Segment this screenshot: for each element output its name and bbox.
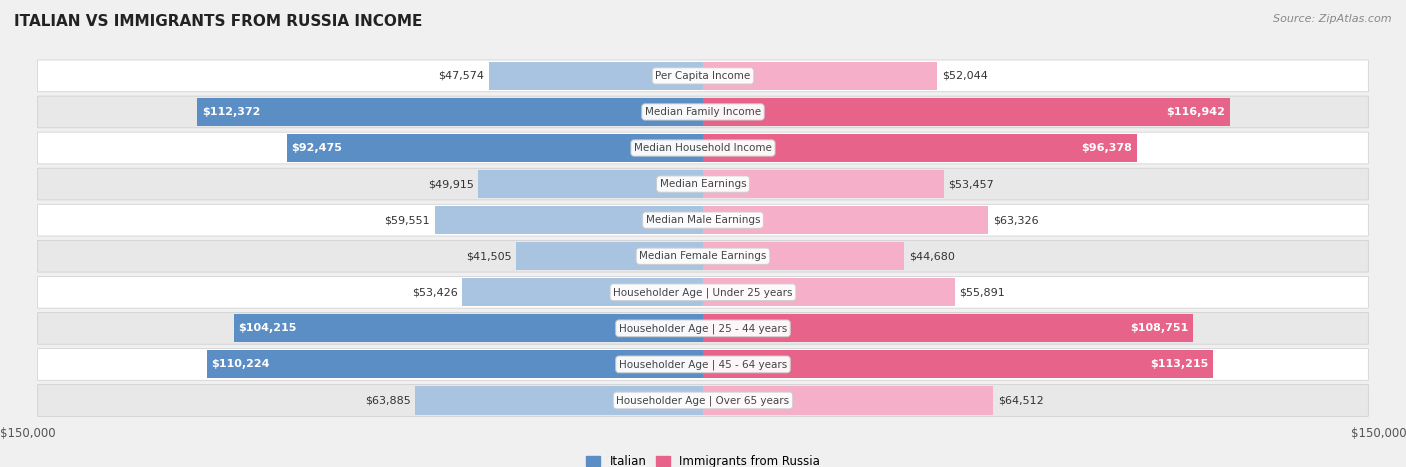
Text: Householder Age | 25 - 44 years: Householder Age | 25 - 44 years <box>619 323 787 333</box>
Text: $49,915: $49,915 <box>427 179 474 189</box>
Bar <box>415 386 703 415</box>
FancyBboxPatch shape <box>38 60 1368 92</box>
Bar <box>703 98 1230 126</box>
FancyBboxPatch shape <box>38 276 1368 308</box>
Bar <box>463 278 703 306</box>
Text: $104,215: $104,215 <box>239 323 297 333</box>
FancyBboxPatch shape <box>38 385 1368 417</box>
FancyBboxPatch shape <box>38 168 1368 200</box>
Bar <box>703 314 1192 342</box>
Bar <box>207 350 703 378</box>
Text: $63,326: $63,326 <box>993 215 1039 225</box>
Text: ITALIAN VS IMMIGRANTS FROM RUSSIA INCOME: ITALIAN VS IMMIGRANTS FROM RUSSIA INCOME <box>14 14 422 29</box>
Text: Median Female Earnings: Median Female Earnings <box>640 251 766 261</box>
Text: Householder Age | Over 65 years: Householder Age | Over 65 years <box>616 395 790 406</box>
Bar <box>287 134 703 162</box>
Text: $112,372: $112,372 <box>201 107 260 117</box>
Text: Median Household Income: Median Household Income <box>634 143 772 153</box>
FancyBboxPatch shape <box>38 241 1368 272</box>
Bar <box>703 206 988 234</box>
Bar <box>703 170 943 198</box>
Bar <box>703 242 904 270</box>
Text: $44,680: $44,680 <box>908 251 955 261</box>
FancyBboxPatch shape <box>38 204 1368 236</box>
Text: $59,551: $59,551 <box>384 215 430 225</box>
Text: $116,942: $116,942 <box>1166 107 1225 117</box>
Text: $52,044: $52,044 <box>942 71 988 81</box>
Text: $92,475: $92,475 <box>291 143 342 153</box>
FancyBboxPatch shape <box>38 132 1368 164</box>
Text: Householder Age | 45 - 64 years: Householder Age | 45 - 64 years <box>619 359 787 370</box>
Bar <box>703 62 938 90</box>
Text: Source: ZipAtlas.com: Source: ZipAtlas.com <box>1274 14 1392 24</box>
Text: Median Family Income: Median Family Income <box>645 107 761 117</box>
FancyBboxPatch shape <box>38 96 1368 128</box>
Bar <box>703 278 955 306</box>
Bar <box>703 350 1213 378</box>
Bar <box>233 314 703 342</box>
FancyBboxPatch shape <box>38 348 1368 380</box>
Text: $55,891: $55,891 <box>959 287 1005 297</box>
Text: $108,751: $108,751 <box>1129 323 1188 333</box>
Text: $96,378: $96,378 <box>1081 143 1132 153</box>
Bar <box>478 170 703 198</box>
Text: $63,885: $63,885 <box>364 396 411 405</box>
Legend: Italian, Immigrants from Russia: Italian, Immigrants from Russia <box>581 450 825 467</box>
Text: Per Capita Income: Per Capita Income <box>655 71 751 81</box>
FancyBboxPatch shape <box>38 312 1368 344</box>
Text: $53,426: $53,426 <box>412 287 458 297</box>
Text: Householder Age | Under 25 years: Householder Age | Under 25 years <box>613 287 793 297</box>
Text: $113,215: $113,215 <box>1150 360 1208 369</box>
Bar <box>516 242 703 270</box>
Text: $110,224: $110,224 <box>211 360 270 369</box>
Text: $64,512: $64,512 <box>998 396 1045 405</box>
Bar <box>197 98 703 126</box>
Text: Median Earnings: Median Earnings <box>659 179 747 189</box>
Text: Median Male Earnings: Median Male Earnings <box>645 215 761 225</box>
Bar <box>489 62 703 90</box>
Bar <box>703 134 1137 162</box>
Bar <box>434 206 703 234</box>
Text: $47,574: $47,574 <box>439 71 484 81</box>
Bar <box>703 386 994 415</box>
Text: $53,457: $53,457 <box>949 179 994 189</box>
Text: $41,505: $41,505 <box>465 251 512 261</box>
